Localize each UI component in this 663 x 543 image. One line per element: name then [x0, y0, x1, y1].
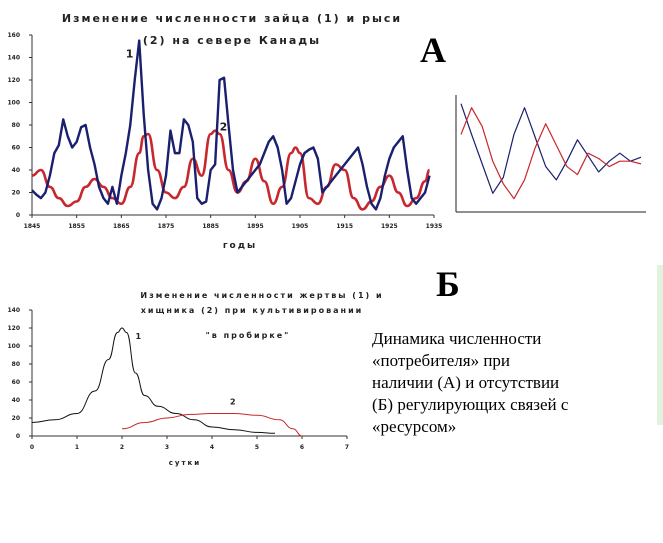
chart-a-series-2-line: [31, 129, 431, 211]
caption-line-5: «ресурсом»: [372, 417, 457, 436]
panel-letter-b: Б: [436, 264, 460, 304]
chart-a-y-tick-label: 40: [12, 167, 20, 174]
chart-a-x-tick-label: 1855: [68, 223, 85, 230]
chart-a-x-axis-label: годы: [223, 241, 257, 251]
chart-a-y-tick-label: 80: [12, 122, 20, 129]
chart-b-x-tick-label: 5: [255, 444, 259, 451]
chart-b-y-tick-label: 140: [7, 307, 20, 314]
chart-a-plot: 1845 1855 1865 1875 1885 1895 1905 1915 1925 1935…: [7, 32, 442, 230]
chart-b-y-tick-label: 120: [7, 325, 20, 332]
chart-b-annotation-1: 1: [136, 332, 144, 341]
chart-b-plot: 0 1 2 3 4 5 6 7 0 20 40 60 80 100 120 140 1 2: [7, 307, 349, 451]
chart-a-x-tick-label: 1935: [426, 223, 443, 230]
chart-a-y-tick-label: 60: [12, 145, 20, 152]
caption-line-4: (Б) регулирующих связей с: [372, 395, 569, 414]
chart-a-x-tick-label: 1865: [113, 223, 130, 230]
edge-stripe: [657, 265, 663, 425]
chart-a-y-tick-label: 140: [7, 55, 20, 62]
chart-a-series-1-line: [31, 39, 431, 211]
chart-b-y-tick-label: 80: [12, 361, 20, 368]
chart-a-y-tick-label: 160: [7, 32, 20, 39]
chart-b-series-1-line: [31, 327, 276, 434]
chart-b-title-line-1: Изменение численности жертвы (1) и: [140, 291, 383, 300]
chart-b-y-tick-label: 100: [7, 343, 20, 350]
caption-line-2: «потребителя» при: [372, 351, 511, 370]
caption-line-1: Динамика численности: [372, 329, 542, 348]
chart-b-x-tick-label: 7: [345, 444, 349, 451]
chart-b-annotation-2: 2: [230, 398, 238, 407]
chart-b-x-axis-label: сутки: [169, 459, 201, 467]
chart-b-title-line-3: "в пробирке": [206, 330, 291, 340]
chart-a-title-line-1: Изменение численности зайца (1) и рыси: [62, 12, 402, 25]
chart-b-x-tick-label: 6: [300, 444, 304, 451]
chart-b-title-line-2: хищника (2) при культивировании: [141, 306, 364, 315]
inset-series-2-line: [460, 107, 642, 200]
chart-b-x-tick-label: 4: [210, 444, 214, 451]
chart-b-y-tick-label: 0: [16, 433, 20, 440]
chart-a-title-line-2: (2) на севере Канады: [143, 34, 321, 47]
chart-a-x-tick-label: 1925: [381, 223, 398, 230]
caption-line-3: наличии (А) и отсутствии: [372, 373, 560, 392]
chart-b-x-tick-label: 0: [30, 444, 34, 451]
chart-a-x-tick-label: 1845: [24, 223, 41, 230]
chart-a-x-tick-label: 1895: [247, 223, 264, 230]
chart-b-x-tick-label: 3: [165, 444, 169, 451]
chart-a-y-tick-label: 20: [12, 190, 20, 197]
chart-a-y-tick-label: 120: [7, 77, 20, 84]
chart-b-y-tick-label: 60: [12, 379, 20, 386]
chart-a-annotation-1: 1: [126, 48, 136, 61]
chart-a-annotation-2: 2: [220, 121, 230, 134]
inset-series-1-line: [460, 103, 642, 194]
panel-letter-a: А: [420, 30, 446, 70]
chart-a-x-tick-label: 1875: [158, 223, 175, 230]
chart-a-x-tick-label: 1915: [336, 223, 353, 230]
chart-b-x-tick-label: 2: [120, 444, 124, 451]
chart-b-y-tick-label: 40: [12, 397, 20, 404]
chart-b-series-2-line: [121, 413, 303, 437]
chart-inset-plot: [455, 95, 646, 213]
figure-caption: Динамика численности «потребителя» при н…: [372, 328, 652, 438]
chart-b-y-tick-label: 20: [12, 415, 20, 422]
chart-a-y-tick-label: 0: [16, 212, 20, 219]
chart-a-x-tick-label: 1905: [292, 223, 309, 230]
chart-a-x-tick-label: 1885: [202, 223, 219, 230]
chart-a-y-tick-label: 100: [7, 100, 20, 107]
chart-b-x-tick-label: 1: [75, 444, 79, 451]
